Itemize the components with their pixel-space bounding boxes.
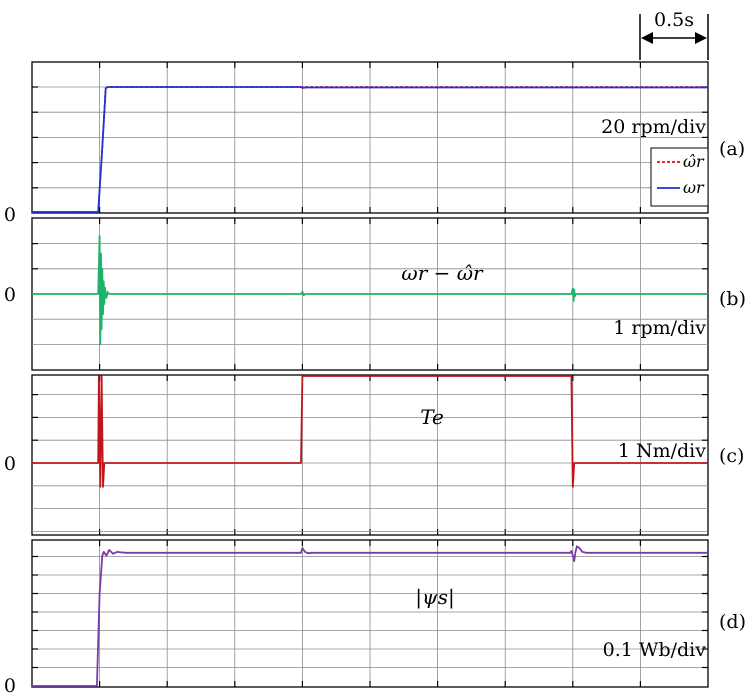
panel-a-label: (a) bbox=[719, 138, 745, 160]
panel-d-label: (d) bbox=[719, 611, 746, 633]
panel-c-series-1-line bbox=[32, 375, 708, 488]
panel-d-flux bbox=[31, 539, 709, 688]
panel-c-label: (c) bbox=[719, 445, 744, 467]
panel-d-scale-label: 0.1 Wb/div bbox=[603, 639, 707, 661]
panel-a-legend: ω̂r ωr bbox=[650, 147, 709, 207]
panel-a-zero-label: 0 bbox=[4, 204, 16, 226]
panel-d-annotation: |ψs| bbox=[415, 585, 454, 610]
panel-c-zero-label: 0 bbox=[4, 453, 16, 475]
panel-a-series-2-line bbox=[32, 86, 708, 213]
legend-label-estimated-speed: ω̂r bbox=[683, 152, 705, 171]
legend-label-speed: ωr bbox=[683, 178, 705, 197]
panel-c-scale-label: 1 Nm/div bbox=[618, 440, 706, 462]
panel-b-label: (b) bbox=[719, 288, 746, 310]
panel-d-series-1-line bbox=[32, 545, 708, 687]
panel-c-annotation: Te bbox=[420, 405, 444, 429]
panel-b-speed-error bbox=[31, 217, 709, 371]
time-scale-label: 0.5s bbox=[654, 9, 694, 31]
panel-a-scale-label: 20 rpm/div bbox=[601, 116, 706, 138]
time-scale-bar: 0.5s bbox=[639, 9, 709, 60]
panel-b-scale-label: 1 rpm/div bbox=[613, 317, 706, 339]
panel-b-zero-label: 0 bbox=[4, 284, 16, 306]
panel-b-annotation: ωr − ω̂r bbox=[401, 261, 484, 285]
panel-c-torque bbox=[31, 374, 709, 536]
panel-a-speed bbox=[31, 61, 709, 214]
panel-d-zero-label: 0 bbox=[4, 675, 16, 695]
panel-b-series-1-line bbox=[32, 235, 708, 346]
